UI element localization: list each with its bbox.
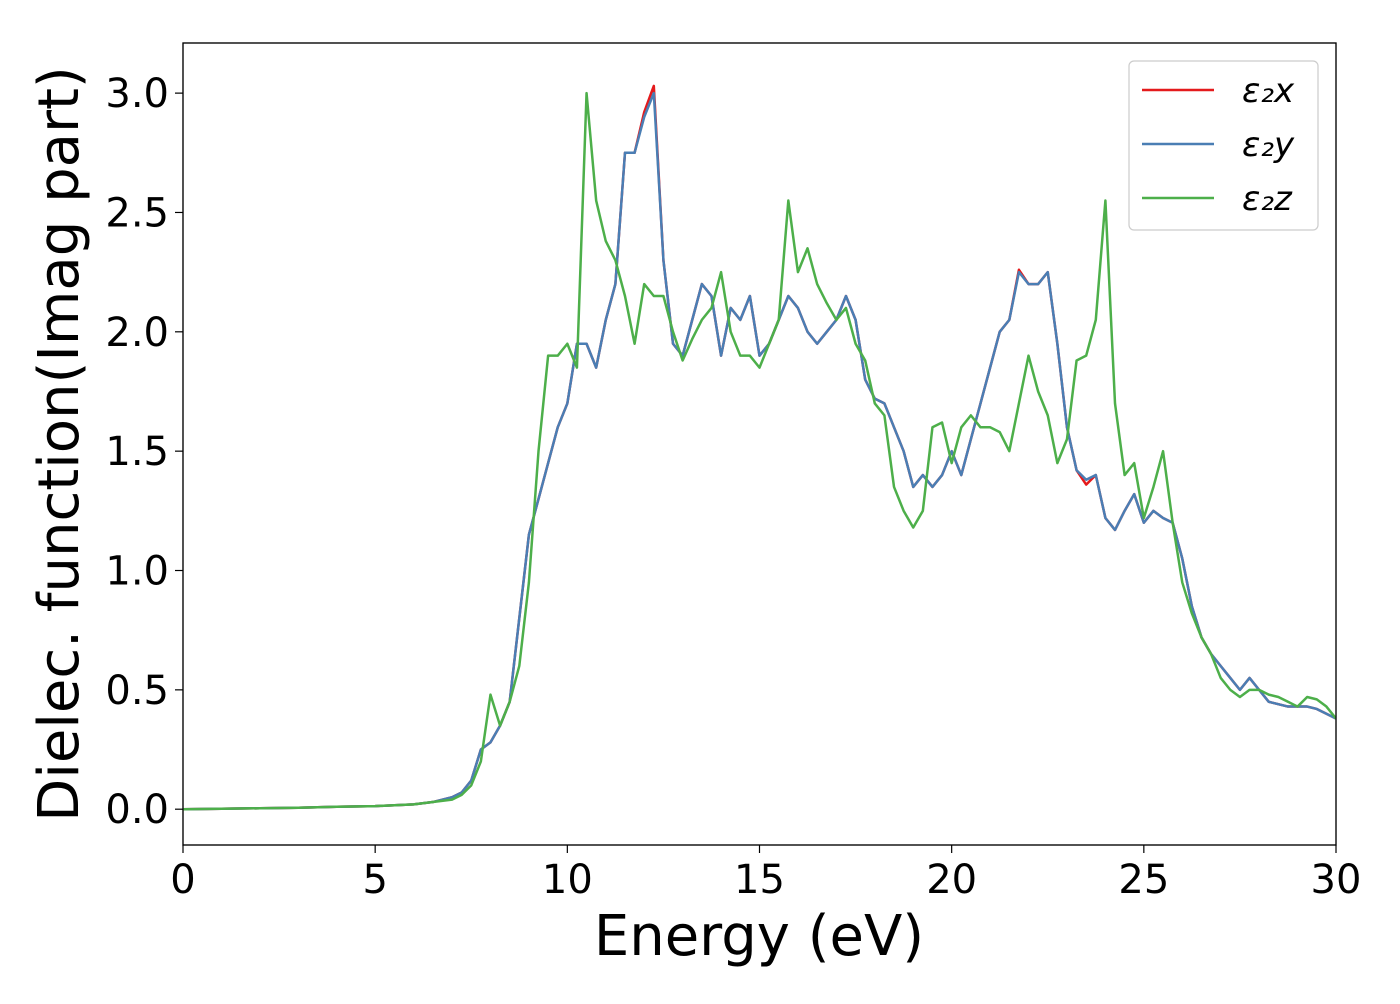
y-tick-label: 3.0 [105, 71, 169, 117]
legend-label: ε₂y [1242, 125, 1295, 165]
x-tick-label: 10 [542, 857, 593, 903]
plot-border [182, 42, 1337, 846]
y-tick-label: 1.0 [105, 549, 169, 595]
x-tick-label: 5 [362, 857, 387, 903]
x-tick-label: 20 [926, 857, 977, 903]
y-tick-label: 2.0 [105, 310, 169, 356]
legend-label: ε₂z [1242, 179, 1293, 219]
legend: ε₂x ε₂y ε₂z [1128, 60, 1319, 231]
y-tick-label: 0.5 [105, 668, 169, 714]
x-tick-label: 30 [1311, 857, 1362, 903]
x-axis-label: Energy (eV) [594, 904, 924, 969]
x-tick-label: 0 [170, 857, 195, 903]
y-axis-label: Dielec. function(Imag part) [27, 66, 92, 822]
y-tick-label: 2.5 [105, 190, 169, 236]
y-tick-label: 1.5 [105, 429, 169, 475]
legend-label: ε₂x [1242, 71, 1295, 111]
legend-box [1128, 60, 1319, 231]
x-tick-label: 15 [734, 857, 785, 903]
x-tick-label: 25 [1118, 857, 1169, 903]
series-line [183, 91, 1336, 811]
y-tick-label: 0.0 [105, 787, 169, 833]
